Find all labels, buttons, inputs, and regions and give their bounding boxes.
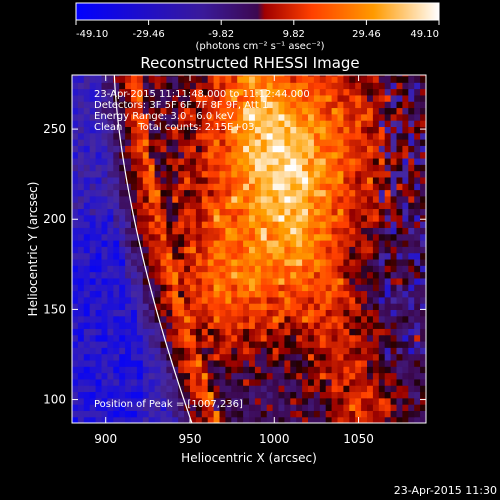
x-axis-label: Heliocentric X (arcsec)	[181, 451, 317, 465]
colorbar	[75, 2, 440, 21]
colorbar-tick-label: 49.10	[410, 29, 439, 40]
chart-title: Reconstructed RHESSI Image	[140, 54, 359, 72]
colorbar-units: (photons cm⁻² s⁻¹ asec⁻²)	[195, 41, 324, 52]
y-tick-label: 150	[43, 302, 66, 316]
x-tick-label: 900	[94, 432, 117, 446]
colorbar-ticks: -49.10 -29.46 -9.82 9.82 29.46 49.10	[75, 20, 440, 40]
colorbar-tick-label: -9.82	[208, 29, 234, 40]
x-axis-ticks: 900 950 1000 1050	[94, 75, 374, 446]
plot-frame	[71, 74, 427, 424]
timestamp: 23-Apr-2015 11:30	[394, 484, 497, 497]
info-line-energy: Energy Range: 3.0 - 6.0 keV	[94, 111, 234, 122]
colorbar-tick-label: -29.46	[132, 29, 164, 40]
y-axis-ticks: 100 150 200 250	[43, 122, 426, 407]
y-tick-label: 250	[43, 122, 66, 136]
colorbar-tick-label: 9.82	[283, 29, 305, 40]
info-line-time: 23-Apr-2015 11:11:48.000 to 11:12:44.000	[94, 89, 310, 100]
info-line-detectors: Detectors: 3F 5F 6F 7F 8F 9F, Att 1	[94, 100, 268, 111]
y-tick-label: 100	[43, 393, 66, 407]
x-tick-label: 950	[179, 432, 202, 446]
heatmap-cells	[72, 75, 426, 423]
solar-limb-line	[113, 75, 193, 423]
x-tick-label: 1000	[259, 432, 290, 446]
colorbar-tick-label: -49.10	[76, 29, 108, 40]
y-axis-label: Heliocentric Y (arcsec)	[26, 182, 40, 317]
info-line-counts: Clean Total counts: 2.15E+03	[94, 122, 254, 133]
colorbar-tick-label: 29.46	[352, 29, 381, 40]
peak-label: Position of Peak = [1007,236]	[94, 399, 243, 410]
y-tick-label: 200	[43, 212, 66, 226]
x-tick-label: 1050	[343, 432, 374, 446]
